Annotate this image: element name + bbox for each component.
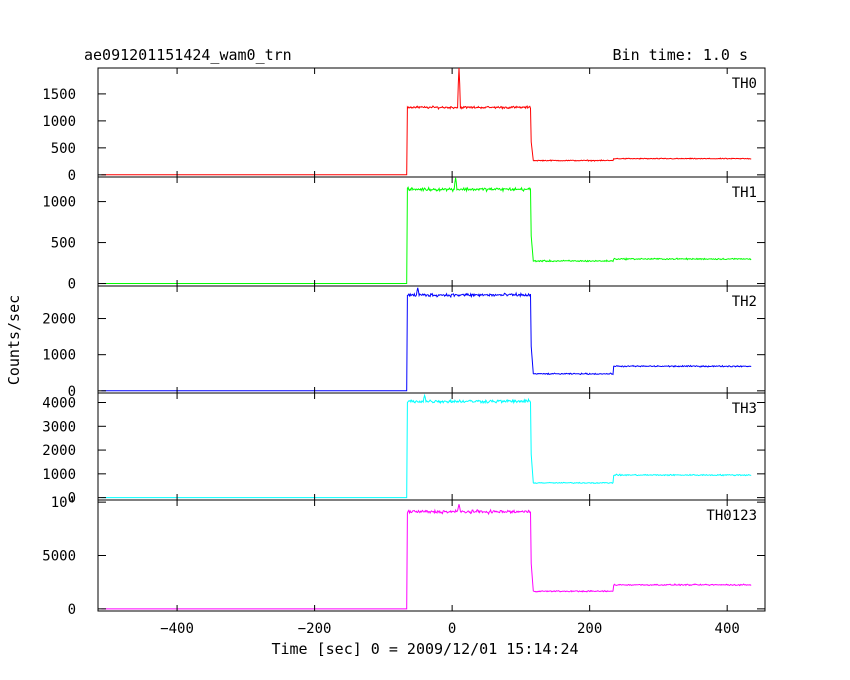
y-tick-label: 1000 — [42, 348, 76, 364]
panel-th0: 0 500 1000 1500 TH0 — [42, 67, 766, 184]
y-tick-label: 2000 — [42, 312, 76, 328]
panels-group: 050010001500TH005001000TH1010002000TH201… — [42, 67, 766, 637]
y-tick-label: 0 — [68, 491, 76, 507]
panel-th1: 0 500 1000 TH1 — [42, 176, 766, 293]
y-tick-label: 5000 — [42, 549, 76, 565]
x-tick-label: 400 — [715, 621, 740, 637]
y-tick-label: 1000 — [42, 195, 76, 211]
panel-frame — [97, 67, 766, 178]
series-line-th2 — [101, 287, 752, 392]
series-line-th1 — [101, 177, 752, 284]
y-tick-label: 500 — [51, 236, 76, 252]
y-tick-label: 0 — [68, 168, 76, 184]
x-tick-label: 0 — [448, 621, 456, 637]
panel-th3: 0 1000 2000 3000 4000 TH3 — [42, 392, 766, 507]
panel-label: TH0 — [732, 76, 757, 92]
panel-th0123: 0 5000 10⁴ TH0123 — [42, 495, 766, 618]
y-tick-label: 500 — [51, 141, 76, 157]
y-tick-label: 2000 — [42, 443, 76, 459]
y-tick-label: 10⁴ — [51, 495, 76, 511]
y-tick-label: 4000 — [42, 396, 76, 412]
series-line-th0123 — [101, 504, 752, 610]
series-line-th0 — [101, 67, 752, 176]
panel-label: TH0123 — [706, 508, 757, 524]
y-tick-label: 0 — [68, 602, 76, 618]
panel-frame — [97, 176, 766, 287]
y-tick-label: 3000 — [42, 419, 76, 435]
y-tick-label: 0 — [68, 277, 76, 293]
series-line-th3 — [101, 393, 752, 499]
y-tick-label: 1000 — [42, 114, 76, 130]
chart-title: ae091201151424_wam0_trn — [84, 46, 292, 64]
panel-frame — [97, 499, 766, 612]
y-axis-label: Counts/sec — [5, 295, 23, 385]
panel-label: TH2 — [732, 294, 757, 310]
y-tick-label: 1500 — [42, 87, 76, 103]
panel-th2: 0 1000 2000 TH2 — [42, 285, 766, 400]
x-tick-label: 200 — [577, 621, 602, 637]
bin-time-label: Bin time: 1.0 s — [613, 46, 748, 64]
panel-frame — [97, 392, 766, 501]
panel-frame — [97, 285, 766, 394]
y-tick-label: 0 — [68, 384, 76, 400]
x-tick-label: −200 — [298, 621, 332, 637]
x-axis-label: Time [sec] 0 = 2009/12/01 15:14:24 — [271, 640, 578, 658]
x-tick-label: −400 — [160, 621, 194, 637]
y-tick-label: 1000 — [42, 467, 76, 483]
panel-label: TH1 — [732, 185, 757, 201]
panel-label: TH3 — [732, 401, 757, 417]
